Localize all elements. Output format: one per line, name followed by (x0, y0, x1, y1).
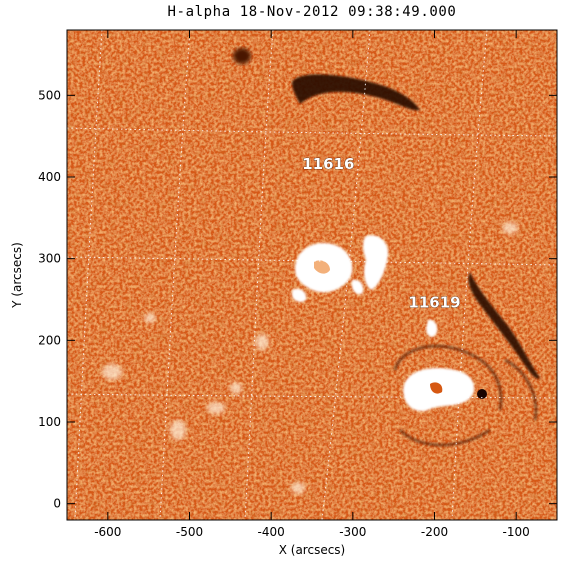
y-tick-label: 200 (38, 333, 61, 347)
x-tick-label: -600 (94, 525, 121, 539)
x-axis-label: X (arcsecs) (279, 543, 346, 557)
x-tick-label: -100 (503, 525, 530, 539)
y-axis-label: Y (arcsecs) (10, 242, 24, 309)
y-tick-label: 100 (38, 415, 61, 429)
y-axis-ticks: 0 100 200 300 400 500 (38, 88, 557, 511)
plot-frame (66, 29, 558, 521)
sunspot (477, 389, 487, 399)
heliographic-grid (67, 30, 557, 520)
y-tick-label: 0 (53, 497, 61, 511)
dark-filament-north (292, 74, 420, 111)
x-axis-ticks: -600 -500 -400 -300 -200 -100 (94, 30, 530, 539)
bright-region-11619 (403, 319, 487, 412)
bright-region-11616 (292, 235, 389, 303)
x-tick-label: -500 (176, 525, 203, 539)
y-tick-label: 500 (38, 88, 61, 102)
active-region-labels: 11616 11619 (302, 155, 461, 312)
active-region-label: 11616 (302, 155, 354, 173)
dark-filament-east (468, 272, 540, 379)
solar-image (67, 30, 557, 520)
x-tick-label: -400 (258, 525, 285, 539)
dark-spot (233, 48, 251, 64)
x-tick-label: -200 (421, 525, 448, 539)
x-tick-label: -300 (339, 525, 366, 539)
loop-structures (393, 344, 538, 447)
plage-patches (102, 222, 518, 494)
active-region-label: 11619 (408, 294, 460, 312)
figure-title: H-alpha 18-Nov-2012 09:38:49.000 (167, 4, 457, 20)
y-tick-label: 400 (38, 170, 61, 184)
y-tick-label: 300 (38, 252, 61, 266)
